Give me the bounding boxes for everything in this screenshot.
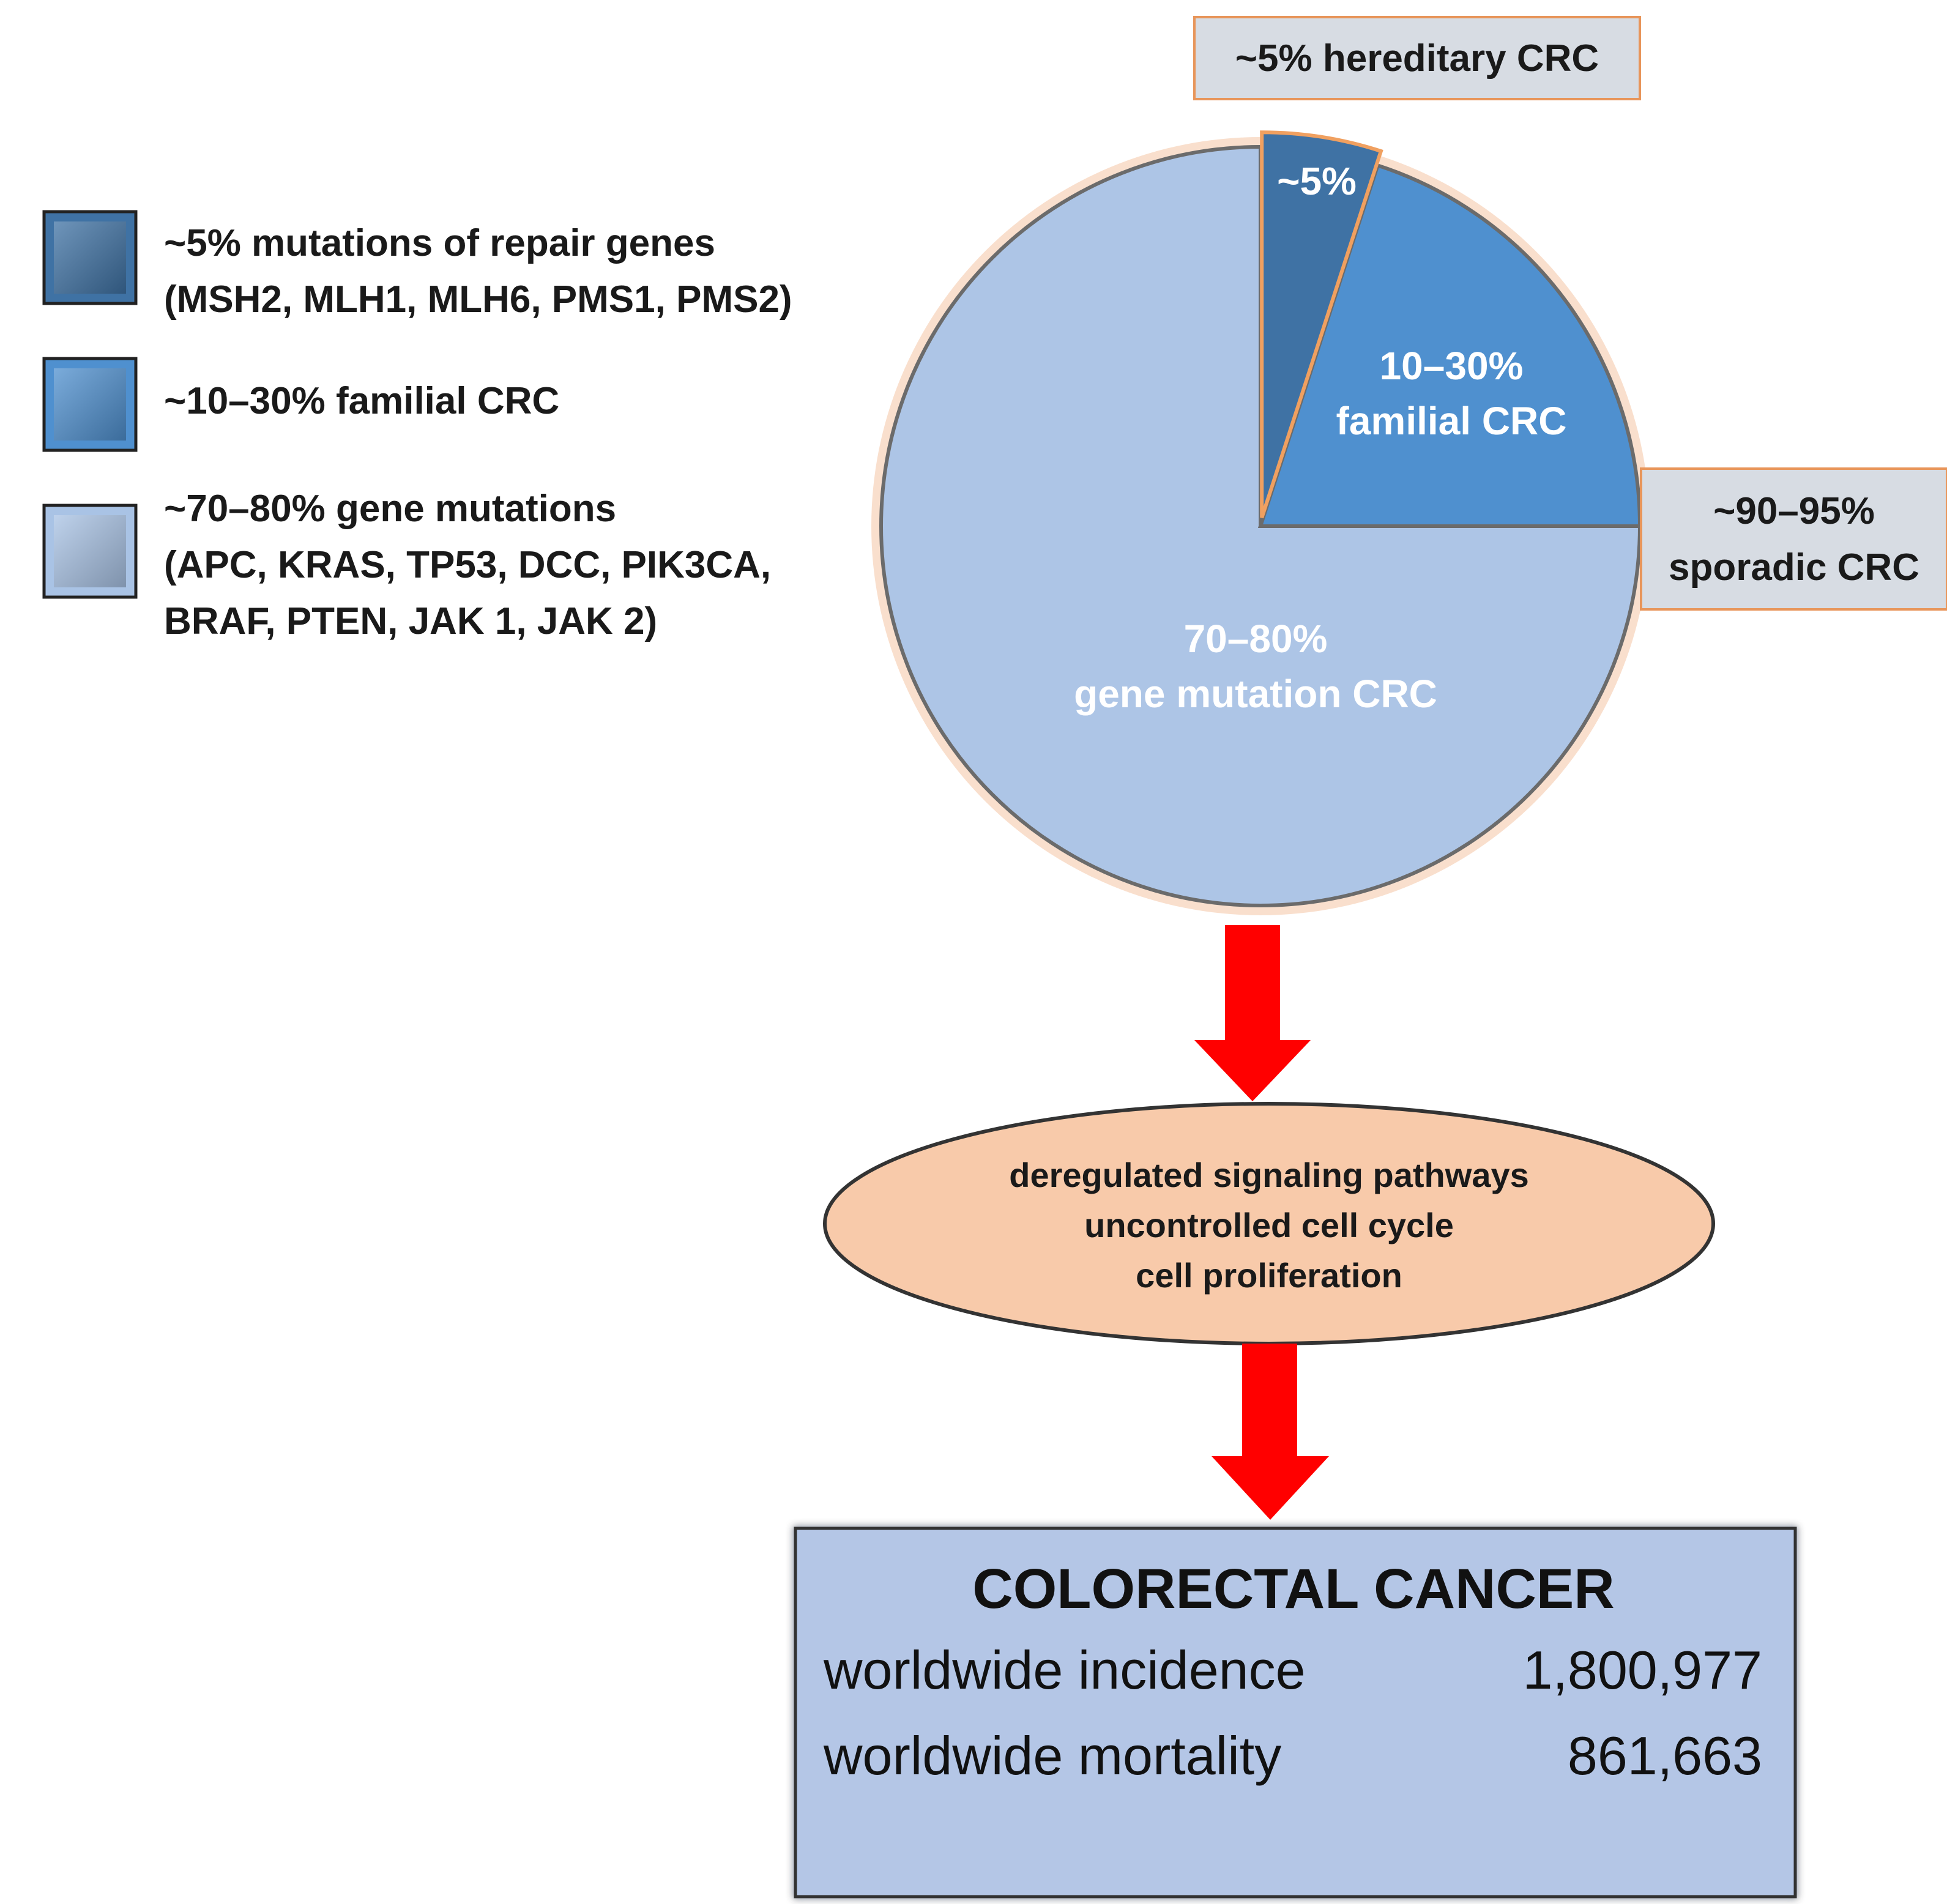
result-title: COLORECTAL CANCER <box>972 1558 1614 1620</box>
process-line-cell-cycle: uncontrolled cell cycle <box>1084 1206 1454 1244</box>
legend-label-gene-mutations-line2: (APC, KRAS, TP53, DCC, PIK3CA, <box>164 544 771 586</box>
callout-sporadic: ~90–95% sporadic CRC <box>1640 467 1947 611</box>
pie-chart: ~5% 10–30% familial CRC 70–80% gene muta… <box>871 130 1650 915</box>
legend-label-repair-genes-line2: (MSH2, MLH1, MLH6, PMS1, PMS2) <box>164 278 792 321</box>
process-line-proliferation: cell proliferation <box>1136 1256 1402 1295</box>
legend-swatch-bevel <box>54 221 126 294</box>
pie-label-familial-line2: familial CRC <box>1336 399 1567 443</box>
pie-label-familial-line1: 10–30% <box>1380 344 1524 388</box>
callout-sporadic-line1: ~90–95% <box>1713 490 1875 532</box>
mortality-label: worldwide mortality <box>823 1725 1281 1786</box>
legend-item-repair-genes: ~5% mutations of repair genes (MSH2, MLH… <box>42 210 792 321</box>
legend-label-repair-genes-line1: ~5% mutations of repair genes <box>164 222 715 264</box>
legend-swatch-bevel <box>54 368 126 441</box>
pie-label-gene-mutation-line1: 70–80% <box>1184 617 1328 661</box>
incidence-label: worldwide incidence <box>823 1640 1306 1700</box>
incidence-value: 1,800,977 <box>1523 1640 1763 1700</box>
legend-swatch-bevel <box>54 515 126 587</box>
mortality-value: 861,663 <box>1568 1725 1762 1786</box>
pie-slice-hereditary-outline <box>1260 130 1383 519</box>
result-box-shape <box>794 1527 1797 1898</box>
process-ellipse: deregulated signaling pathways uncontrol… <box>823 1102 1715 1345</box>
pie-label-gene-mutation-line2: gene mutation CRC <box>1074 672 1437 716</box>
pie-slice-familial <box>1257 163 1642 528</box>
callout-hereditary: ~5% hereditary CRC <box>1193 16 1641 100</box>
result-box: COLORECTAL CANCER worldwide incidence 1,… <box>794 1527 1797 1898</box>
callout-hereditary-box <box>1193 16 1641 100</box>
legend: ~5% mutations of repair genes (MSH2, MLH… <box>42 210 792 642</box>
legend-label-gene-mutations-line3: BRAF, PTEN, JAK 1, JAK 2) <box>164 600 657 642</box>
callout-hereditary-text: ~5% hereditary CRC <box>1235 37 1599 80</box>
arrow-down-icon <box>1194 925 1311 1101</box>
legend-label-familial: ~10–30% familial CRC <box>164 380 559 422</box>
callout-sporadic-box <box>1640 467 1947 611</box>
legend-label-gene-mutations-line1: ~70–80% gene mutations <box>164 488 616 530</box>
process-line-signaling: deregulated signaling pathways <box>1009 1156 1529 1194</box>
legend-item-gene-mutations: ~70–80% gene mutations (APC, KRAS, TP53,… <box>42 488 771 642</box>
legend-item-familial: ~10–30% familial CRC <box>42 357 559 452</box>
pie-label-hereditary: ~5% <box>1277 159 1357 203</box>
callout-sporadic-line2: sporadic CRC <box>1669 546 1919 589</box>
arrow-down-icon <box>1212 1344 1329 1520</box>
